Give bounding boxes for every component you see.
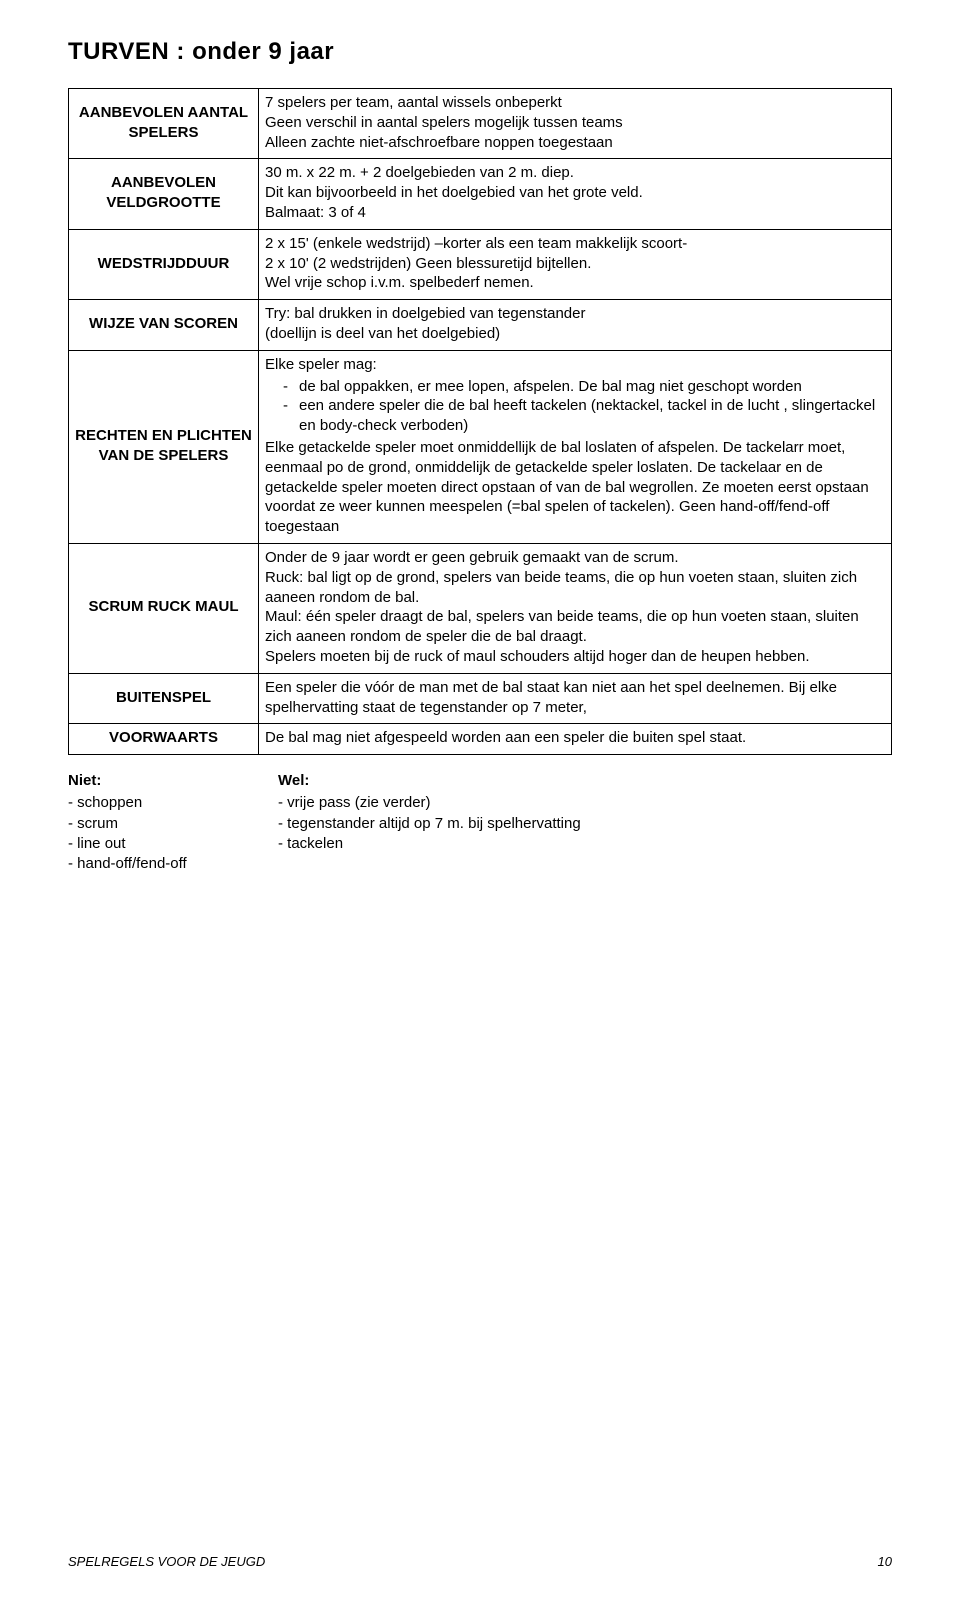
wel-item: tegenstander altijd op 7 m. bij spelherv… xyxy=(278,814,581,834)
text-line: Wel vrije schop i.v.m. spelbederf nemen. xyxy=(265,274,534,291)
text-line: Try: bal drukken in doelgebied van tegen… xyxy=(265,305,586,322)
row-label-scrum-ruck-maul: SCRUM RUCK MAUL xyxy=(69,543,259,673)
text-line: Elke speler mag: xyxy=(265,356,377,373)
footer-page-number: 10 xyxy=(878,1554,892,1569)
text-line: Balmaat: 3 of 4 xyxy=(265,204,366,221)
wel-item: tackelen xyxy=(278,834,581,854)
text-line: Maul: één speler draagt de bal, spelers … xyxy=(265,608,859,645)
page-footer: SPELREGELS VOOR DE JEUGD 10 xyxy=(68,1554,892,1569)
page-title: TURVEN : onder 9 jaar xyxy=(68,38,892,66)
niet-wel-section: Niet: schoppen scrum line out hand-off/f… xyxy=(68,771,892,874)
row-content-voorwaarts: De bal mag niet afgespeeld worden aan ee… xyxy=(259,724,892,755)
text-line: Dit kan bijvoorbeeld in het doelgebied v… xyxy=(265,184,643,201)
row-label-wijze-scoren: WIJZE VAN SCOREN xyxy=(69,300,259,351)
text-line: 7 spelers per team, aantal wissels onbep… xyxy=(265,94,562,111)
text-line: Een speler die vóór de man met de bal st… xyxy=(265,679,837,716)
text-line: Alleen zachte niet-afschroefbare noppen … xyxy=(265,134,613,151)
text-line: Spelers moeten bij de ruck of maul schou… xyxy=(265,648,810,665)
row-content-buitenspel: Een speler die vóór de man met de bal st… xyxy=(259,673,892,724)
niet-heading: Niet: xyxy=(68,771,278,791)
row-label-rechten-plichten: RECHTEN EN PLICHTEN VAN DE SPELERS xyxy=(69,350,259,543)
row-label-voorwaarts: VOORWAARTS xyxy=(69,724,259,755)
row-content-rechten-plichten: Elke speler mag: de bal oppakken, er mee… xyxy=(259,350,892,543)
text-line: Onder de 9 jaar wordt er geen gebruik ge… xyxy=(265,549,679,566)
text-line: 30 m. x 22 m. + 2 doelgebieden van 2 m. … xyxy=(265,164,574,181)
text-line: De bal mag niet afgespeeld worden aan ee… xyxy=(265,729,746,746)
text-line: Ruck: bal ligt op de grond, spelers van … xyxy=(265,569,857,606)
wel-item: vrije pass (zie verder) xyxy=(278,793,581,813)
row-content-scrum-ruck-maul: Onder de 9 jaar wordt er geen gebruik ge… xyxy=(259,543,892,673)
text-paragraph: Elke getackelde speler moet onmiddellijk… xyxy=(265,439,869,535)
row-content-wijze-scoren: Try: bal drukken in doelgebied van tegen… xyxy=(259,300,892,351)
row-content-veldgrootte: 30 m. x 22 m. + 2 doelgebieden van 2 m. … xyxy=(259,159,892,229)
row-content-wedstrijdduur: 2 x 15' (enkele wedstrijd) –korter als e… xyxy=(259,229,892,299)
bullet-list: de bal oppakken, er mee lopen, afspelen.… xyxy=(283,377,885,436)
niet-item: schoppen xyxy=(68,793,278,813)
niet-item: hand-off/fend-off xyxy=(68,854,278,874)
footer-left: SPELREGELS VOOR DE JEUGD xyxy=(68,1554,265,1569)
bullet-item: een andere speler die de bal heeft tacke… xyxy=(283,396,885,436)
text-line: 2 x 15' (enkele wedstrijd) –korter als e… xyxy=(265,235,687,252)
text-line: Geen verschil in aantal spelers mogelijk… xyxy=(265,114,623,131)
rules-table: AANBEVOLEN AANTAL SPELERS 7 spelers per … xyxy=(68,88,892,755)
bullet-item: de bal oppakken, er mee lopen, afspelen.… xyxy=(283,377,885,397)
niet-column: Niet: schoppen scrum line out hand-off/f… xyxy=(68,771,278,874)
niet-item: scrum xyxy=(68,814,278,834)
row-label-buitenspel: BUITENSPEL xyxy=(69,673,259,724)
wel-heading: Wel: xyxy=(278,771,581,791)
row-label-veldgrootte: AANBEVOLEN VELDGROOTTE xyxy=(69,159,259,229)
row-label-aantal-spelers: AANBEVOLEN AANTAL SPELERS xyxy=(69,89,259,159)
text-line: (doellijn is deel van het doelgebied) xyxy=(265,325,500,342)
row-content-aantal-spelers: 7 spelers per team, aantal wissels onbep… xyxy=(259,89,892,159)
niet-item: line out xyxy=(68,834,278,854)
wel-column: Wel: vrije pass (zie verder) tegenstande… xyxy=(278,771,581,874)
text-line: 2 x 10' (2 wedstrijden) Geen blessuretij… xyxy=(265,255,591,272)
row-label-wedstrijdduur: WEDSTRIJDDUUR xyxy=(69,229,259,299)
